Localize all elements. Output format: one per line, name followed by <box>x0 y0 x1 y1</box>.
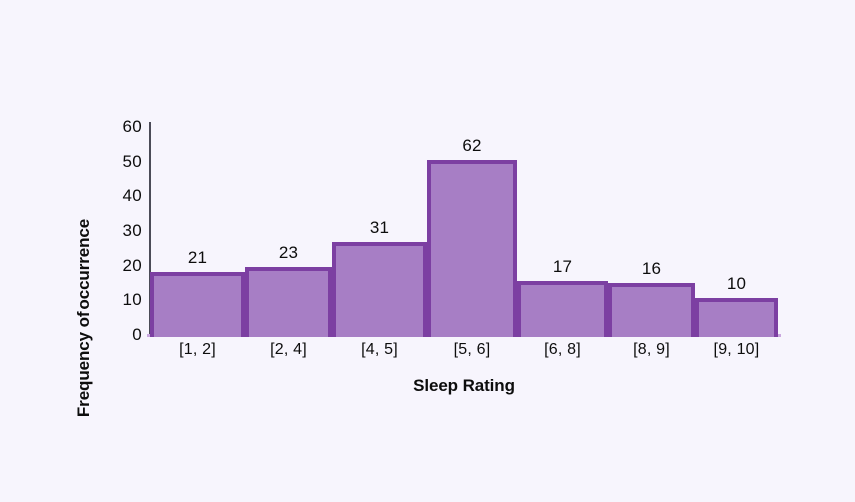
bar[interactable] <box>332 241 427 337</box>
x-axis-tick-label: [1, 2] <box>179 341 216 358</box>
x-axis-tick-label: [4, 5] <box>361 341 398 358</box>
y-axis-tick-label: 0 <box>132 325 142 344</box>
x-axis-tick-label: [8, 9] <box>633 341 670 358</box>
x-axis-tick-label: [5, 6] <box>453 341 491 358</box>
bar-value-label: 21 <box>187 247 208 267</box>
y-axis-tick-label: 20 <box>122 255 142 275</box>
x-axis-tick-label: [9, 10] <box>713 341 760 358</box>
bar[interactable] <box>517 280 608 337</box>
bar[interactable] <box>245 266 332 337</box>
bar-value-label: 31 <box>369 217 390 237</box>
y-axis-tick-label: 30 <box>122 221 142 240</box>
x-axis-tick-label: [2, 4] <box>270 341 307 358</box>
x-axis-title: Sleep Rating <box>413 376 515 395</box>
bar[interactable] <box>695 298 778 337</box>
bar-value-label: 23 <box>278 242 299 262</box>
bar-value-label: 62 <box>462 135 482 155</box>
bar[interactable] <box>150 271 245 337</box>
y-axis-tick-label: 10 <box>122 290 142 310</box>
y-axis-line <box>149 122 151 335</box>
bar-value-label: 16 <box>641 259 662 278</box>
bar[interactable] <box>427 159 517 337</box>
bar[interactable] <box>608 283 695 337</box>
x-axis-tick-label: [6, 8] <box>544 341 581 358</box>
bar-value-label: 17 <box>552 256 573 276</box>
y-axis-tick-label: 50 <box>122 151 142 171</box>
bar-value-label: 10 <box>726 274 747 294</box>
y-axis-tick-label: 40 <box>122 186 142 206</box>
y-axis-tick-labels: 0 10 20 30 40 50 60 <box>100 117 142 344</box>
y-axis-tick-label: 60 <box>122 117 142 136</box>
